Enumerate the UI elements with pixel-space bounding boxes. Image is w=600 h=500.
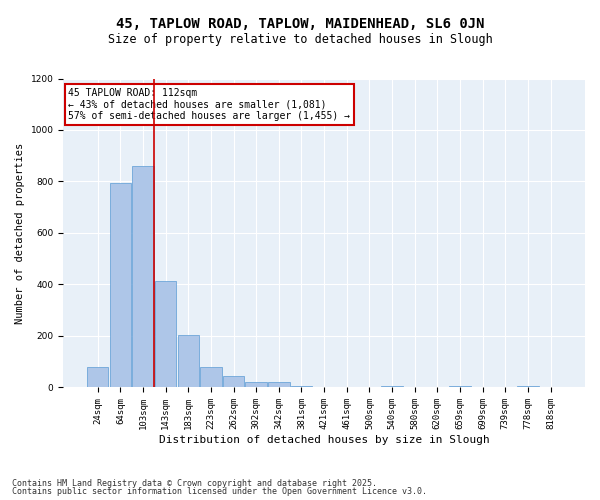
Text: 45 TAPLOW ROAD: 112sqm
← 43% of detached houses are smaller (1,081)
57% of semi-: 45 TAPLOW ROAD: 112sqm ← 43% of detached… [68,88,350,121]
Bar [110,183,131,388]
Bar [155,280,176,388]
Bar [223,376,244,388]
Text: Contains public sector information licensed under the Open Government Licence v3: Contains public sector information licen… [12,487,427,496]
Bar [87,367,109,388]
Y-axis label: Number of detached properties: Number of detached properties [15,142,25,324]
Text: 45, TAPLOW ROAD, TAPLOW, MAIDENHEAD, SL6 0JN: 45, TAPLOW ROAD, TAPLOW, MAIDENHEAD, SL6… [116,18,484,32]
Bar [517,386,539,388]
Bar [132,166,154,388]
X-axis label: Distribution of detached houses by size in Slough: Distribution of detached houses by size … [159,435,490,445]
Bar [178,334,199,388]
Bar [449,386,471,388]
Bar [382,386,403,388]
Bar [245,382,267,388]
Bar [200,367,221,388]
Bar [291,386,312,388]
Text: Contains HM Land Registry data © Crown copyright and database right 2025.: Contains HM Land Registry data © Crown c… [12,478,377,488]
Text: Size of property relative to detached houses in Slough: Size of property relative to detached ho… [107,32,493,46]
Bar [268,382,290,388]
